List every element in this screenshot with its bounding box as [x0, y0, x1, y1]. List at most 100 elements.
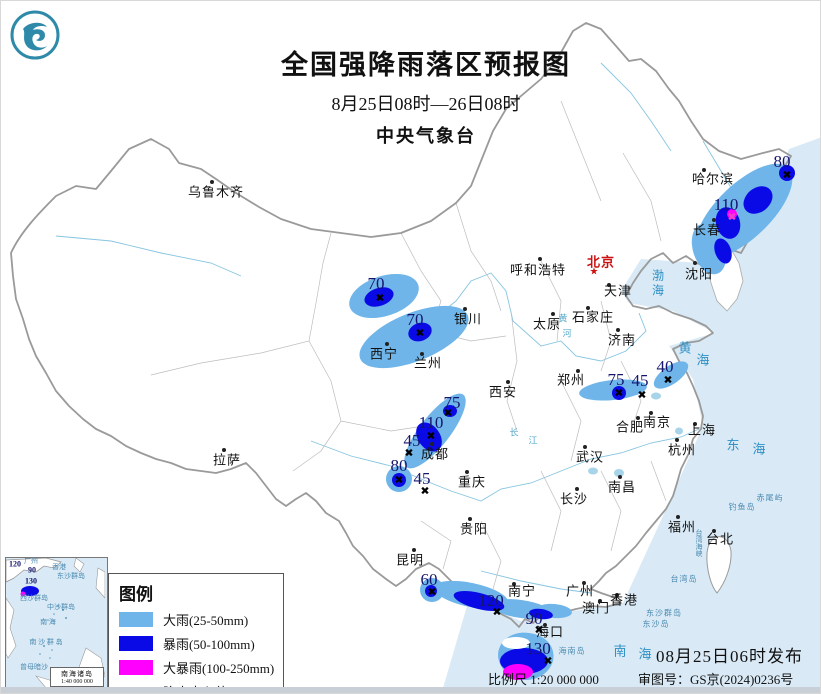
map-text-label: 东 — [726, 437, 744, 453]
rain-center-marker-icon: ✖ — [427, 585, 437, 599]
inset-scale: 1:40 000 000 — [61, 679, 93, 685]
inset-scale-box: 南海诸岛 1:40 000 000 — [50, 667, 104, 687]
city-label: 沈阳 — [684, 266, 714, 282]
rain-center-marker-icon: ✖ — [782, 168, 792, 182]
rain-center-value: 110 — [713, 195, 739, 214]
city-label: 香港 — [609, 592, 639, 608]
rain-center-marker-icon: ✖ — [543, 654, 553, 668]
map-text-label: 黄 — [678, 340, 696, 356]
city-dot — [412, 548, 416, 552]
city-label: 天津 — [603, 283, 633, 299]
city-label: 西宁 — [369, 346, 399, 362]
inset-label: 120 — [9, 559, 21, 569]
rain-center-marker-icon: ✖ — [492, 605, 502, 619]
rain-center-marker-icon: ✖ — [727, 210, 737, 224]
city-dot — [676, 515, 680, 519]
rain-center-value: 90 — [525, 609, 543, 628]
rain-center-marker-icon: ✖ — [404, 446, 414, 460]
inset-label: 香港 — [52, 563, 66, 571]
city-label: 银川 — [453, 311, 483, 327]
forecast-period: 8月25日08时—26日08时 — [331, 94, 521, 114]
city-label: 长春 — [692, 222, 722, 238]
city-label: 澳门 — [581, 600, 611, 616]
city-dot — [583, 445, 587, 449]
city-dot — [712, 218, 716, 222]
city-label: 拉萨 — [212, 452, 242, 468]
rain-center-value: 45 — [413, 469, 431, 488]
inset-label: 中沙群岛 — [47, 603, 75, 611]
city-dot — [512, 582, 516, 586]
map-text-label: 渤海 — [650, 269, 665, 299]
city-dot — [693, 261, 697, 265]
city-label: 济南 — [607, 332, 637, 348]
city-dot — [618, 475, 622, 479]
city-label: 太原 — [532, 316, 562, 332]
legend-item-heavy-rain: 大雨(25-50mm) — [119, 610, 275, 629]
inset-label: 西沙群岛 — [20, 594, 48, 602]
legend-box: 图例 大雨(25-50mm) 暴雨(50-100mm) 大暴雨(100-250m… — [108, 573, 284, 693]
rain-center-marker-icon: ✖ — [637, 388, 647, 402]
issued-time: 08月25日06时发布 — [656, 647, 803, 666]
south-china-sea-inset: 南海诸岛 1:40 000 000 — [5, 557, 108, 692]
inset-label: 130 — [25, 576, 37, 586]
map-text-label: 海 — [696, 352, 714, 368]
city-dot — [586, 306, 590, 310]
map-text-label: 黄 — [558, 313, 568, 324]
legend-swatch-heavy-rain — [119, 612, 153, 627]
province-borders — [150, 100, 667, 590]
map-text-label: 东沙岛 — [642, 619, 670, 629]
map-text-label: 江 — [528, 435, 538, 446]
rain-center-value: 75 — [607, 370, 625, 389]
map-text-label: 钓鱼岛 — [728, 502, 756, 512]
map-text-label: 海 — [752, 441, 770, 457]
rain-center-value: 70 — [406, 310, 424, 329]
map-text-label: 东沙群岛 — [646, 608, 682, 618]
rain-center-value: 40 — [656, 357, 674, 376]
rain-center-marker-icon: ✖ — [663, 373, 673, 387]
legend-title: 图例 — [119, 585, 153, 604]
rain-center-marker-icon: ✖ — [394, 473, 404, 487]
rain-center-marker-icon: ✖ — [420, 484, 430, 498]
city-dot — [636, 416, 640, 420]
inset-label: 南 海 — [40, 618, 56, 626]
rain-center-value: 80 — [773, 152, 791, 171]
taiwan-island — [706, 536, 732, 594]
bottom-bar — [1, 687, 820, 693]
city-label: 南京 — [642, 414, 672, 430]
city-label: 南昌 — [607, 479, 637, 495]
city-label: 重庆 — [457, 474, 487, 490]
inset-title: 南海诸岛 — [61, 670, 93, 678]
map-text-label: 赤尾屿 — [756, 493, 784, 503]
legend-item-severe-rainstorm: 大暴雨(100-250mm) — [119, 658, 275, 677]
map-text-label: 台湾海峡 — [695, 529, 703, 557]
city-dot — [675, 438, 679, 442]
inset-label: 90 — [28, 565, 36, 575]
city-dot — [465, 470, 469, 474]
inset-label: 曾母暗沙 — [20, 663, 48, 671]
city-dot — [693, 422, 697, 426]
map-text-label: 台湾岛 — [670, 574, 698, 584]
city-dot — [543, 623, 547, 627]
city-dot — [649, 411, 653, 415]
rain-center-value: 120 — [478, 591, 504, 610]
city-dot — [616, 328, 620, 332]
city-dot — [210, 180, 214, 184]
city-dot — [420, 352, 424, 356]
map-scale: 比例尺 1:20 000 000 — [488, 672, 599, 687]
city-dot — [468, 517, 472, 521]
city-dot — [576, 369, 580, 373]
map-title: 全国强降雨落区预报图 — [281, 50, 571, 80]
legend-item-rainstorm: 暴雨(50-100mm) — [119, 634, 275, 653]
inset-label: 广州 — [24, 557, 38, 565]
legend-swatch-severe-rainstorm — [119, 660, 153, 675]
rain-center-marker-icon: ✖ — [614, 386, 624, 400]
rain-center-marker-icon: ✖ — [443, 406, 453, 420]
city-label: 海口 — [535, 624, 565, 640]
city-label: 乌鲁木齐 — [187, 184, 245, 200]
city-dot — [551, 312, 555, 316]
inset-label: 南 沙 群 岛 — [29, 638, 63, 646]
rain-center-marker-icon: ✖ — [415, 326, 425, 340]
city-dot — [538, 257, 542, 261]
